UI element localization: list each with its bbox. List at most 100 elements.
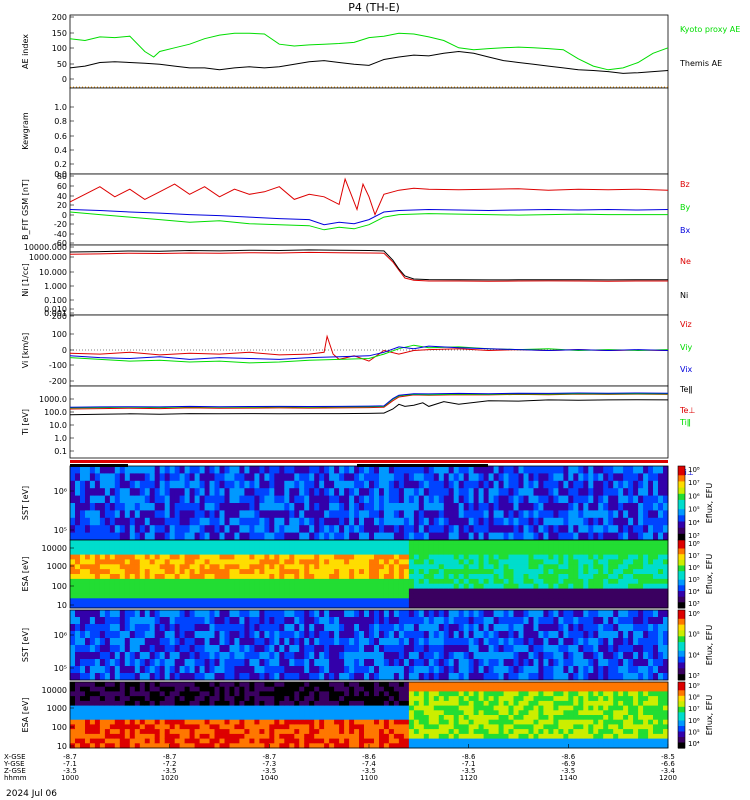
heatmap-cell (284, 473, 290, 482)
heatmap-cell (518, 540, 524, 546)
heatmap-cell (249, 517, 255, 526)
heatmap-cell (488, 488, 494, 496)
heatmap-cell (99, 544, 106, 551)
heatmap-cell (204, 645, 210, 653)
heatmap-cell (104, 544, 111, 551)
heatmap-cell (418, 473, 425, 482)
heatmap-cell (359, 525, 365, 533)
heatmap-cell (608, 603, 614, 609)
heatmap-cell (383, 517, 390, 526)
heatmap-cell (324, 473, 330, 482)
colorbar-segment (678, 576, 685, 581)
heatmap-cell (94, 593, 101, 599)
heatmap-cell (144, 466, 151, 474)
heatmap-cell (379, 610, 385, 618)
heatmap-cell (234, 559, 240, 565)
heatmap-cell (189, 652, 195, 660)
heatmap-cell (374, 645, 380, 653)
heatmap-cell (294, 532, 300, 541)
heatmap-cell (593, 517, 599, 526)
heatmap-cell (154, 578, 161, 585)
heatmap-cell (543, 659, 549, 667)
heatmap-cell (324, 598, 330, 604)
heatmap-cell (144, 598, 151, 604)
heatmap-cell (423, 673, 430, 681)
heatmap-cell (623, 673, 629, 681)
heatmap-cell (319, 466, 325, 474)
heatmap-cell (179, 578, 185, 585)
heatmap-cell (623, 583, 629, 589)
heatmap-cell (104, 710, 111, 716)
heatmap-cell (319, 473, 325, 482)
heatmap-cell (194, 705, 200, 711)
heatmap-cell (578, 549, 584, 555)
heatmap-cell (573, 554, 579, 560)
heatmap-cell (438, 503, 445, 511)
heatmap-cell (523, 466, 529, 474)
heatmap-cell (364, 617, 370, 625)
heatmap-cell (643, 559, 649, 565)
heatmap-cell (109, 686, 116, 692)
heatmap-cell (239, 588, 245, 594)
heatmap-cell (339, 617, 345, 625)
heatmap-cell (94, 743, 101, 749)
heatmap-cell (523, 488, 529, 496)
heatmap-cell (70, 532, 76, 541)
heatmap-cell (224, 559, 230, 565)
heatmap-cell (159, 682, 166, 688)
heatmap-cell (518, 617, 524, 625)
heatmap-cell (149, 583, 156, 589)
heatmap-cell (159, 638, 166, 646)
heatmap-cell (214, 691, 220, 697)
heatmap-cell (518, 510, 524, 519)
heatmap-cell (468, 488, 475, 496)
heatmap-cell (468, 532, 475, 541)
heatmap-cell (334, 638, 340, 646)
heatmap-cell (104, 624, 111, 632)
heatmap-cell (533, 544, 539, 551)
heatmap-cell (70, 578, 76, 585)
heatmap-cell (309, 598, 315, 604)
heatmap-cell (99, 473, 106, 482)
heatmap-cell (194, 540, 200, 546)
heatmap-cell (70, 686, 76, 692)
heatmap-cell (239, 715, 245, 721)
heatmap-cell (488, 540, 494, 546)
heatmap-cell (274, 682, 280, 688)
heatmap-cell (80, 696, 86, 702)
heatmap-cell (244, 743, 250, 749)
heatmap-cell (194, 480, 200, 489)
heatmap-cell (219, 638, 225, 646)
heatmap-cell (418, 588, 425, 594)
heatmap-cell (259, 598, 265, 604)
heatmap-cell (70, 710, 76, 716)
heatmap-cell (254, 673, 260, 681)
heatmap-cell (653, 564, 659, 570)
heatmap-cell (359, 517, 365, 526)
heatmap-cell (194, 473, 200, 482)
heatmap-cell (383, 645, 390, 653)
heatmap-cell (334, 652, 340, 660)
heatmap-cell (613, 544, 619, 551)
heatmap-cell (633, 466, 639, 474)
heatmap-cell (304, 544, 310, 551)
heatmap-cell (374, 598, 380, 604)
heatmap-cell (174, 710, 181, 716)
heatmap-cell (269, 598, 275, 604)
heatmap-cell (324, 574, 330, 580)
heatmap-cell (224, 682, 230, 688)
heatmap-cell (533, 617, 539, 625)
heatmap-cell (114, 583, 121, 589)
heatmap-cell (608, 480, 614, 489)
heatmap-cell (488, 624, 494, 632)
heatmap-cell (563, 666, 569, 674)
heatmap-cell (274, 724, 280, 730)
heatmap-cell (119, 645, 126, 653)
heatmap-cell (164, 682, 171, 688)
y-tick-label: 0 (62, 211, 67, 220)
heatmap-cell (114, 659, 121, 667)
heatmap-cell (304, 466, 310, 474)
heatmap-cell (70, 700, 76, 706)
heatmap-cell (483, 617, 489, 625)
heatmap-cell (119, 638, 126, 646)
